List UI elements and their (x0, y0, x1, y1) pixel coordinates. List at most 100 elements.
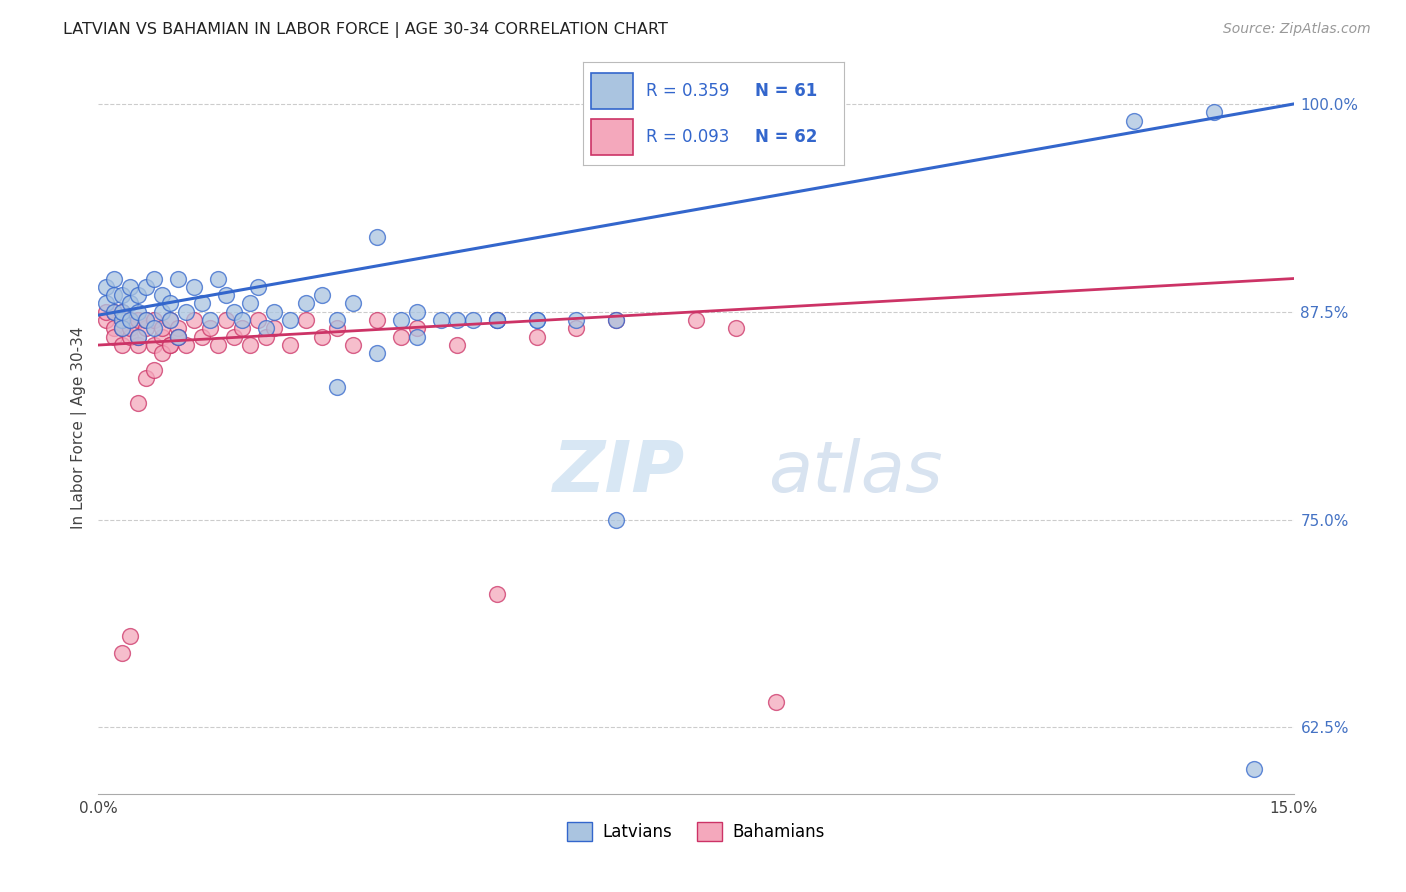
Point (96, 313, 118, 327)
Point (150, 329, 173, 343)
Point (103, 321, 125, 335)
Point (150, 321, 173, 335)
Point (526, 313, 548, 327)
Point (127, 329, 149, 343)
Point (366, 313, 388, 327)
Point (159, 338, 181, 352)
Point (485, 313, 508, 327)
Point (135, 313, 157, 327)
Point (724, 321, 747, 335)
Point (207, 271, 229, 285)
Point (461, 313, 484, 327)
Point (120, 313, 142, 327)
Point (278, 313, 301, 327)
Point (215, 313, 238, 327)
Point (135, 371, 157, 385)
Legend: Latvians, Bahamians: Latvians, Bahamians (561, 815, 831, 847)
Point (342, 296, 364, 310)
Point (120, 329, 142, 343)
Point (96, 305, 118, 319)
Point (120, 280, 142, 294)
Point (430, 313, 453, 327)
Point (174, 305, 197, 319)
Point (311, 288, 333, 302)
Point (765, 695, 787, 709)
Text: R = 0.359: R = 0.359 (645, 82, 730, 100)
Point (222, 329, 245, 343)
Point (389, 329, 412, 343)
Point (685, 313, 707, 327)
Point (167, 329, 190, 343)
Point (111, 305, 134, 319)
Bar (592, 119, 633, 155)
Point (127, 305, 149, 319)
Point (246, 280, 269, 294)
Point (127, 288, 149, 302)
Point (150, 288, 173, 302)
Point (135, 280, 157, 294)
Point (103, 288, 125, 302)
Point (565, 313, 588, 327)
Point (159, 338, 181, 352)
Point (326, 321, 349, 335)
Point (215, 288, 238, 302)
Point (485, 313, 508, 327)
Point (231, 321, 253, 335)
Point (191, 329, 214, 343)
Text: ZIP: ZIP (553, 438, 685, 507)
Point (294, 313, 316, 327)
Point (326, 313, 349, 327)
Point (167, 271, 190, 285)
Y-axis label: In Labor Force | Age 30-34: In Labor Force | Age 30-34 (72, 326, 87, 530)
Point (526, 313, 548, 327)
Point (127, 396, 149, 410)
Text: atlas: atlas (768, 438, 942, 507)
Point (159, 313, 181, 327)
Point (222, 305, 245, 319)
Point (198, 321, 221, 335)
Point (191, 296, 214, 310)
Point (120, 296, 142, 310)
Point (143, 313, 166, 327)
Point (183, 280, 205, 294)
Point (406, 305, 429, 319)
Point (263, 305, 285, 319)
Point (103, 271, 125, 285)
Point (135, 313, 157, 327)
Point (183, 313, 205, 327)
Point (111, 288, 134, 302)
Point (406, 329, 429, 343)
Point (207, 338, 229, 352)
Text: LATVIAN VS BAHAMIAN IN LABOR FORCE | AGE 30-34 CORRELATION CHART: LATVIAN VS BAHAMIAN IN LABOR FORCE | AGE… (63, 22, 668, 38)
Point (111, 313, 134, 327)
Point (1123, 113, 1146, 128)
Point (389, 313, 412, 327)
Point (254, 329, 277, 343)
Point (174, 338, 197, 352)
Point (239, 296, 262, 310)
Point (239, 338, 262, 352)
Text: N = 61: N = 61 (755, 82, 817, 100)
Text: Source: ZipAtlas.com: Source: ZipAtlas.com (1223, 22, 1371, 37)
Point (526, 329, 548, 343)
Point (246, 313, 269, 327)
Point (96, 296, 118, 310)
Point (135, 321, 157, 335)
Point (143, 363, 166, 377)
Point (167, 329, 190, 343)
Point (446, 313, 468, 327)
Point (326, 379, 349, 393)
Point (1243, 762, 1265, 776)
Bar (592, 73, 633, 109)
Point (120, 629, 142, 643)
Point (1202, 105, 1225, 120)
Point (254, 321, 277, 335)
Point (605, 512, 627, 526)
Point (278, 338, 301, 352)
Point (111, 313, 134, 327)
Point (127, 338, 149, 352)
Point (103, 305, 125, 319)
Point (150, 346, 173, 360)
Point (159, 313, 181, 327)
Point (103, 305, 125, 319)
